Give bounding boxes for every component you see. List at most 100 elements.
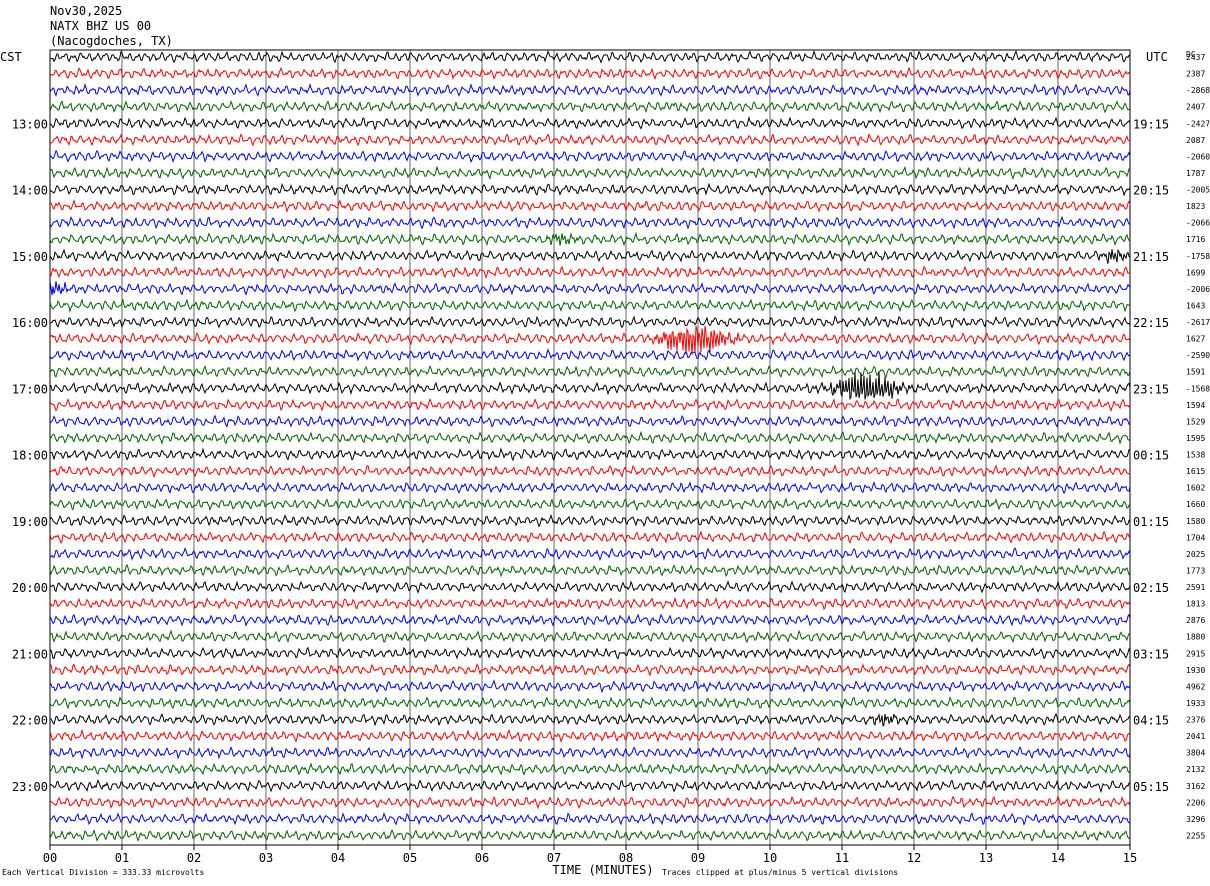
trace-43 (49, 762, 1131, 776)
dc-offset-label: 1615 (1186, 467, 1205, 476)
trace-10 (49, 215, 1131, 230)
trace-16 (49, 315, 1131, 329)
right-hour-label: 21:15 (1133, 250, 1169, 264)
footer-scale: Each Vertical Division = 333.33 microvol… (2, 868, 205, 877)
x-tick-label: 10 (763, 851, 777, 865)
trace-20 (49, 372, 1131, 401)
trace-38 (49, 679, 1131, 694)
dc-offset-label: -1568 (1186, 384, 1210, 393)
dc-offset-label: 1787 (1186, 169, 1205, 178)
left-hour-label: 20:00 (12, 581, 48, 595)
trace-7 (49, 165, 1131, 180)
dc-offset-label: 1933 (1186, 699, 1205, 708)
trace-46 (49, 812, 1131, 826)
trace-25 (49, 463, 1131, 479)
trace-18 (49, 348, 1131, 363)
right-hour-label: 03:15 (1133, 647, 1169, 661)
dc-offset-label: 2591 (1186, 583, 1205, 592)
dc-offset-label: 1627 (1186, 335, 1205, 344)
trace-19 (49, 364, 1131, 379)
trace-34 (49, 613, 1131, 627)
trace-14 (49, 281, 1131, 296)
dc-offset-label: 4962 (1186, 682, 1205, 691)
left-hour-label: 17:00 (12, 382, 48, 396)
dc-offset-label: 2876 (1186, 616, 1205, 625)
dc-offset-label: 2255 (1186, 831, 1205, 840)
right-zone-label: UTC (1146, 50, 1168, 64)
trace-32 (49, 580, 1131, 594)
x-tick-label: 15 (1123, 851, 1137, 865)
dc-offset-label: 3804 (1186, 749, 1205, 758)
dc-offset-label: 2437 (1186, 53, 1205, 62)
trace-12 (49, 248, 1131, 264)
trace-2 (49, 82, 1131, 98)
dc-offset-label: 2206 (1186, 798, 1205, 807)
dc-offset-label: 1716 (1186, 235, 1205, 244)
trace-47 (49, 828, 1131, 843)
dc-offset-label: 1529 (1186, 417, 1205, 426)
footer-clip: Traces clipped at plus/minus 5 vertical … (662, 868, 899, 877)
trace-30 (49, 547, 1131, 562)
x-tick-label: 06 (475, 851, 489, 865)
trace-0 (49, 50, 1131, 64)
x-tick-label: 13 (979, 851, 993, 865)
right-hour-label: 22:15 (1133, 316, 1169, 330)
trace-8 (49, 182, 1131, 197)
right-hour-label: 01:15 (1133, 515, 1169, 529)
trace-17 (49, 325, 1131, 355)
left-zone-label: CST (0, 50, 22, 64)
trace-29 (49, 530, 1131, 545)
plot-frame (49, 49, 1131, 846)
x-tick-label: 05 (403, 851, 417, 865)
dc-offset-label: 1704 (1186, 533, 1205, 542)
x-tick-label: 14 (1051, 851, 1065, 865)
right-hour-label: 05:15 (1133, 780, 1169, 794)
dc-label: DC (1186, 50, 1196, 59)
trace-31 (49, 563, 1131, 578)
dc-offset-label: 1813 (1186, 600, 1205, 609)
dc-offset-label: 1643 (1186, 301, 1205, 310)
trace-5 (49, 133, 1131, 147)
trace-21 (49, 397, 1131, 413)
trace-3 (49, 100, 1131, 114)
trace-37 (49, 663, 1131, 677)
left-hour-label: 15:00 (12, 250, 48, 264)
dc-offset-label: 2376 (1186, 716, 1205, 725)
dc-offset-label: -2005 (1186, 186, 1210, 195)
left-hour-label: 19:00 (12, 515, 48, 529)
dc-offset-label: 1580 (1186, 517, 1205, 526)
x-tick-label: 07 (547, 851, 561, 865)
dc-offset-label: 1773 (1186, 566, 1205, 575)
header-station: NATX BHZ US 00 (50, 19, 152, 33)
x-tick-label: 12 (907, 851, 921, 865)
right-hour-label: 00:15 (1133, 449, 1169, 463)
dc-offset-label: 2025 (1186, 550, 1205, 559)
trace-35 (49, 629, 1131, 644)
dc-offset-label: 1602 (1186, 484, 1205, 493)
trace-36 (49, 646, 1131, 660)
dc-offset-label: 2915 (1186, 649, 1205, 658)
trace-23 (49, 430, 1131, 446)
x-tick-label: 00 (43, 851, 57, 865)
x-tick-label: 11 (835, 851, 849, 865)
dc-offset-label: 1823 (1186, 202, 1205, 211)
header-date: Nov30,2025 (50, 4, 123, 18)
dc-offset-label: 1595 (1186, 434, 1205, 443)
dc-offset-label: 1591 (1186, 368, 1205, 377)
trace-24 (49, 447, 1131, 462)
trace-1 (49, 66, 1131, 81)
trace-42 (49, 745, 1131, 760)
right-hour-label: 19:15 (1133, 117, 1169, 131)
trace-27 (49, 497, 1131, 512)
dc-offset-label: 1594 (1186, 401, 1205, 410)
dc-offset-label: 1930 (1186, 666, 1205, 675)
dc-offset-label: 1660 (1186, 500, 1205, 509)
dc-offset-label: -2427 (1186, 119, 1210, 128)
trace-44 (49, 779, 1131, 794)
dc-offset-label: 1880 (1186, 633, 1205, 642)
trace-41 (49, 728, 1131, 744)
dc-offset-label: -2590 (1186, 351, 1210, 360)
x-axis-label: TIME (MINUTES) (552, 863, 653, 877)
x-tick-label: 01 (115, 851, 129, 865)
